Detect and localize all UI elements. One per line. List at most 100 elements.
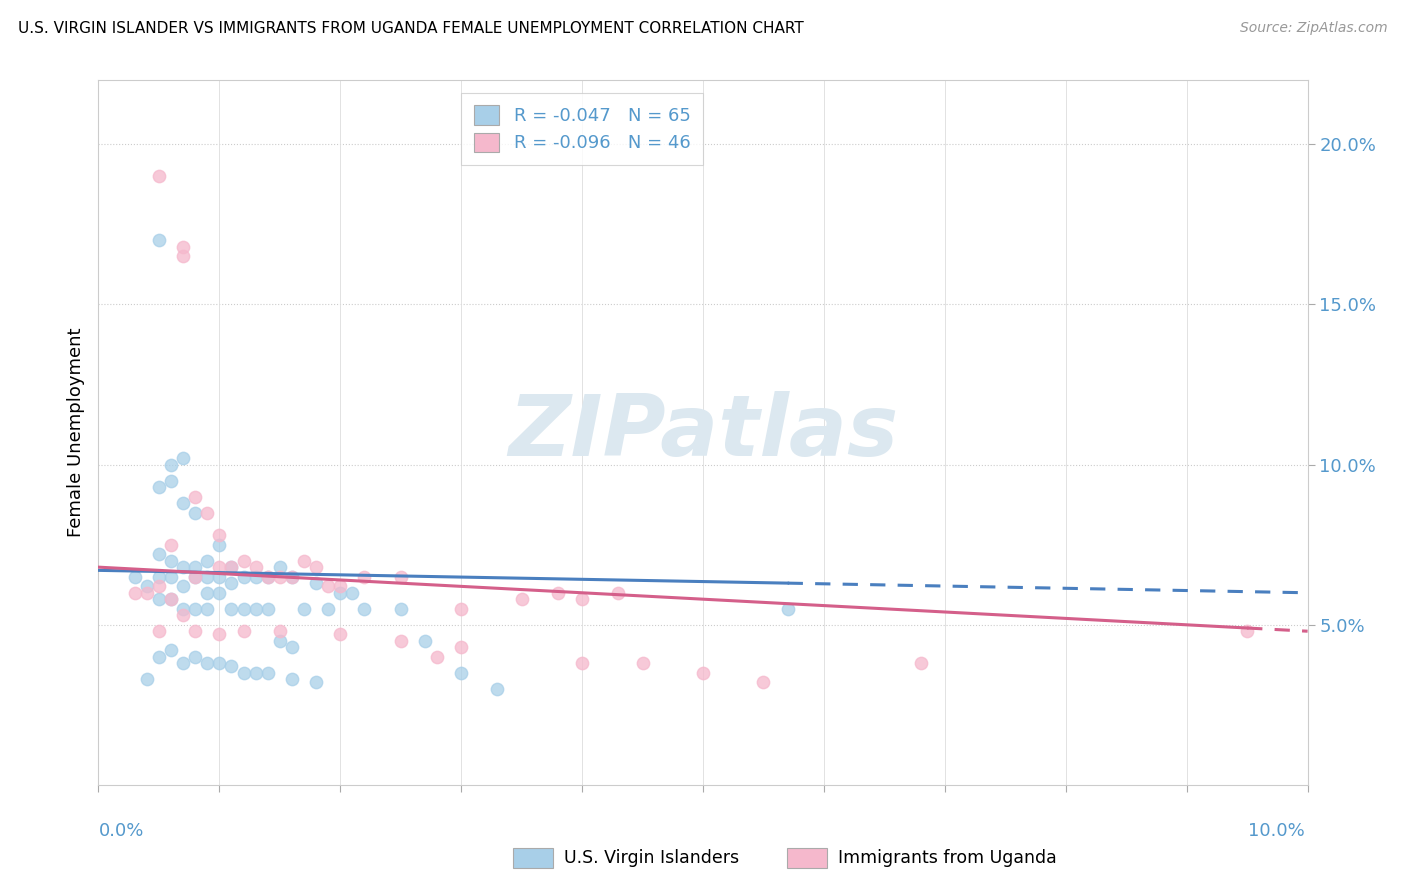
Point <box>148 592 170 607</box>
Y-axis label: Female Unemployment: Female Unemployment <box>66 328 84 537</box>
Text: ZIPatlas: ZIPatlas <box>508 391 898 475</box>
Point <box>692 665 714 680</box>
Point <box>195 657 218 671</box>
Point <box>426 649 449 664</box>
Point <box>195 554 218 568</box>
Text: 0.0%: 0.0% <box>98 822 143 840</box>
Point <box>752 675 775 690</box>
Point <box>256 570 278 584</box>
Point <box>1236 624 1258 639</box>
Point <box>305 675 328 690</box>
Point <box>172 496 194 510</box>
Text: U.S. VIRGIN ISLANDER VS IMMIGRANTS FROM UGANDA FEMALE UNEMPLOYMENT CORRELATION C: U.S. VIRGIN ISLANDER VS IMMIGRANTS FROM … <box>18 21 804 36</box>
Point <box>631 657 654 671</box>
Text: 10.0%: 10.0% <box>1249 822 1305 840</box>
Point <box>281 640 304 655</box>
Point <box>510 592 533 607</box>
Point <box>160 474 183 488</box>
Point <box>221 659 243 673</box>
Point <box>281 570 304 584</box>
Point <box>269 633 291 648</box>
Point <box>221 560 243 574</box>
Point <box>184 490 207 504</box>
Point <box>389 570 412 584</box>
Point <box>316 601 339 615</box>
Point <box>329 627 352 641</box>
Point <box>124 570 146 584</box>
Point <box>245 570 267 584</box>
Point <box>305 560 328 574</box>
Point <box>342 586 364 600</box>
Point <box>305 576 328 591</box>
Point <box>413 633 436 648</box>
Point <box>329 579 352 593</box>
Point <box>184 570 207 584</box>
Point <box>269 570 291 584</box>
Point <box>208 560 231 574</box>
Point <box>571 592 593 607</box>
Point <box>172 608 194 623</box>
Point <box>256 601 278 615</box>
Point <box>208 657 231 671</box>
Point <box>160 643 183 657</box>
Point <box>172 657 194 671</box>
Point <box>256 570 278 584</box>
Text: U.S. Virgin Islanders: U.S. Virgin Islanders <box>564 849 740 867</box>
Point <box>195 601 218 615</box>
Point <box>160 458 183 472</box>
Point <box>450 640 472 655</box>
Point <box>208 528 231 542</box>
Point <box>269 560 291 574</box>
Point <box>269 624 291 639</box>
Point <box>292 554 315 568</box>
Point <box>208 570 231 584</box>
Point <box>245 560 267 574</box>
Point <box>547 586 569 600</box>
Point <box>184 624 207 639</box>
Point <box>221 560 243 574</box>
Point <box>184 560 207 574</box>
Point <box>184 601 207 615</box>
Point <box>172 451 194 466</box>
Point <box>135 673 157 687</box>
Point <box>184 570 207 584</box>
Point <box>160 570 183 584</box>
Point <box>245 601 267 615</box>
Point <box>208 538 231 552</box>
Point <box>148 547 170 561</box>
Point <box>232 570 254 584</box>
Legend: R = -0.047   N = 65, R = -0.096   N = 46: R = -0.047 N = 65, R = -0.096 N = 46 <box>461 93 703 165</box>
Point <box>450 601 472 615</box>
Point <box>195 586 218 600</box>
Point <box>184 649 207 664</box>
Point <box>160 554 183 568</box>
Point <box>281 570 304 584</box>
Point <box>172 560 194 574</box>
Point <box>135 586 157 600</box>
Point <box>316 579 339 593</box>
Point <box>148 579 170 593</box>
Point <box>232 554 254 568</box>
Point <box>571 657 593 671</box>
Point <box>148 169 170 184</box>
Point <box>172 240 194 254</box>
Point <box>607 586 630 600</box>
Point <box>450 665 472 680</box>
Point <box>353 570 375 584</box>
Point <box>910 657 932 671</box>
Point <box>148 480 170 494</box>
Point <box>172 601 194 615</box>
Point <box>148 234 170 248</box>
Point <box>135 579 157 593</box>
Text: Immigrants from Uganda: Immigrants from Uganda <box>838 849 1057 867</box>
Point <box>389 633 412 648</box>
Point <box>124 586 146 600</box>
Point <box>776 601 799 615</box>
Point <box>172 249 194 264</box>
Point <box>208 627 231 641</box>
Point <box>160 538 183 552</box>
Point <box>256 665 278 680</box>
Point <box>353 601 375 615</box>
Point <box>172 579 194 593</box>
Point <box>232 665 254 680</box>
